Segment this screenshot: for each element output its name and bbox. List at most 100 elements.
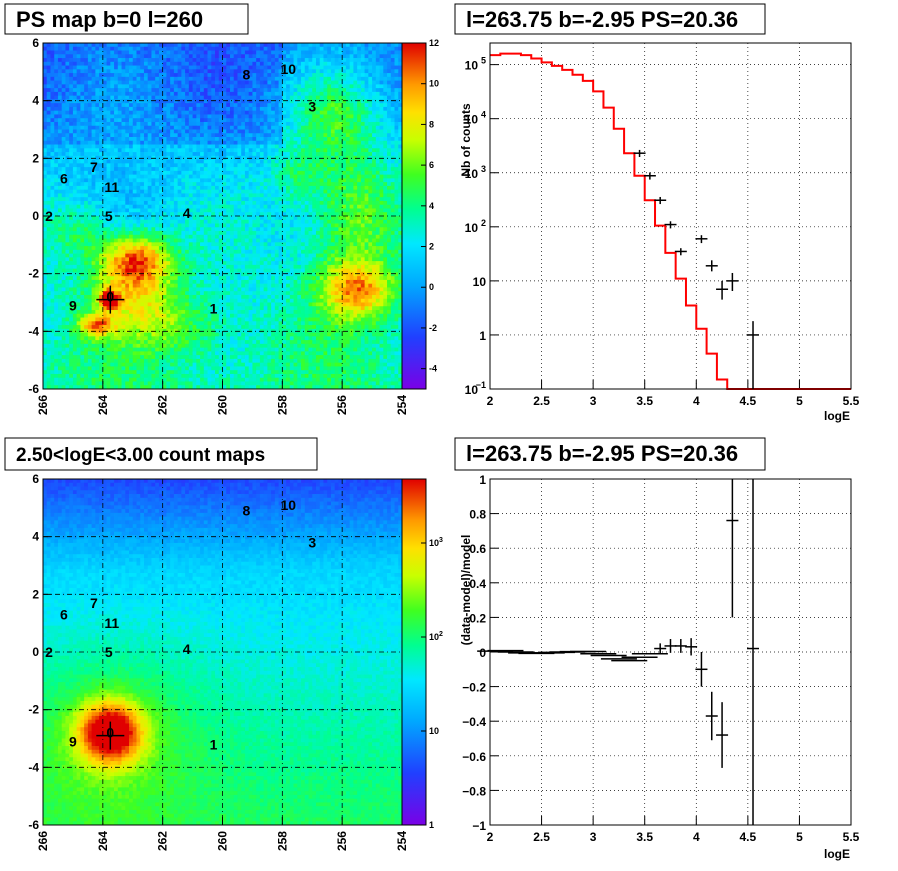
heatmap-cell [155,212,160,217]
heatmap-cell [293,114,298,119]
heatmap-cell [207,182,212,187]
heatmap-cell [353,114,358,119]
heatmap-cell [69,114,74,119]
heatmap-cell [117,170,122,176]
heatmap-cell [263,189,268,194]
heatmap-cell [80,76,85,82]
heatmap-cell [345,58,351,63]
heatmap-cell [166,65,171,70]
heatmap-cell [54,174,59,179]
heatmap-cell [203,54,208,59]
heatmap-cell [345,76,351,82]
heatmap-cell [125,200,130,206]
heatmap-cell [372,227,377,232]
heatmap-cell [360,76,365,82]
heatmap-cell [207,110,212,115]
heatmap-cell [259,197,265,202]
heatmap-cell [383,167,388,172]
heatmap-cell [297,118,302,123]
heatmap-cell [229,148,235,153]
heatmap-cell [315,125,321,130]
heatmap-cell [57,163,63,168]
heatmap-cell [286,58,291,63]
heatmap-cell [188,76,193,82]
heatmap-cell [308,99,313,104]
heatmap-cell [244,46,250,51]
heatmap-cell [155,204,160,209]
heatmap-cell [211,200,216,206]
heatmap-cell [215,54,220,59]
heatmap-cell [263,106,268,112]
heatmap-cell [286,219,291,224]
heatmap-cell [304,144,309,149]
heatmap-cell [162,43,167,48]
heatmap-cell [293,61,298,66]
heatmap-cell [158,91,164,97]
heatmap-cell [50,76,55,82]
heatmap-cell [345,69,351,74]
heatmap-cell [50,155,55,160]
heatmap-cell [315,223,321,228]
heatmap-cell [192,197,197,202]
heatmap-cell [398,216,403,221]
heatmap-cell [248,216,253,221]
heatmap-cell [80,219,85,224]
heatmap-cell [301,84,306,89]
heatmap-cell [215,58,220,63]
heatmap-cell [192,121,197,127]
heatmap-cell [129,133,134,138]
heatmap-cell [271,110,276,115]
heatmap-cell [222,73,227,78]
heatmap-cell [226,129,231,134]
heatmap-cell [353,50,358,55]
heatmap-cell [372,170,377,176]
heatmap-cell [102,125,107,130]
heatmap-cell [57,84,63,89]
heatmap-cell [170,178,175,183]
heatmap-cell [267,159,272,164]
heatmap-cell [379,69,384,74]
heatmap-cell [222,197,227,202]
heatmap-cell [46,84,51,89]
heatmap-cell [282,167,287,172]
heatmap-cell [327,73,332,78]
heatmap-cell [390,174,395,179]
heatmap-cell [162,227,167,232]
heatmap-cell [207,137,212,142]
heatmap-cell [57,125,63,130]
heatmap-cell [211,193,216,198]
heatmap-cell [345,223,351,228]
heatmap-cell [162,54,167,59]
heatmap-cell [57,159,63,164]
heatmap-cell [211,95,216,100]
heatmap-cell [244,99,250,104]
heatmap-cell [375,152,380,157]
heatmap-cell [121,106,126,112]
heatmap-cell [65,174,70,179]
heatmap-cell [207,204,212,209]
heatmap-cell [215,219,220,224]
heatmap-cell [91,200,96,206]
heatmap-cell [282,133,287,138]
heatmap-cell [76,212,81,217]
heatmap-cell [357,231,362,236]
heatmap-cell [91,88,96,93]
heatmap-cell [181,197,186,202]
heatmap-cell [158,50,164,55]
heatmap-cell [297,50,302,55]
heatmap-cell [218,216,223,221]
heatmap-cell [304,46,309,51]
heatmap-cell [383,174,388,179]
heatmap-cell [375,46,380,51]
heatmap-cell [170,234,175,239]
heatmap-cell [387,69,392,74]
heatmap-cell [106,212,111,217]
heatmap-cell [244,65,250,70]
heatmap-cell [252,121,257,127]
heatmap-cell [327,137,332,142]
heatmap-cell [271,43,276,48]
heatmap-cell [170,227,175,232]
heatmap-cell [76,200,81,206]
heatmap-cell [338,129,343,134]
heatmap-cell [338,185,343,191]
